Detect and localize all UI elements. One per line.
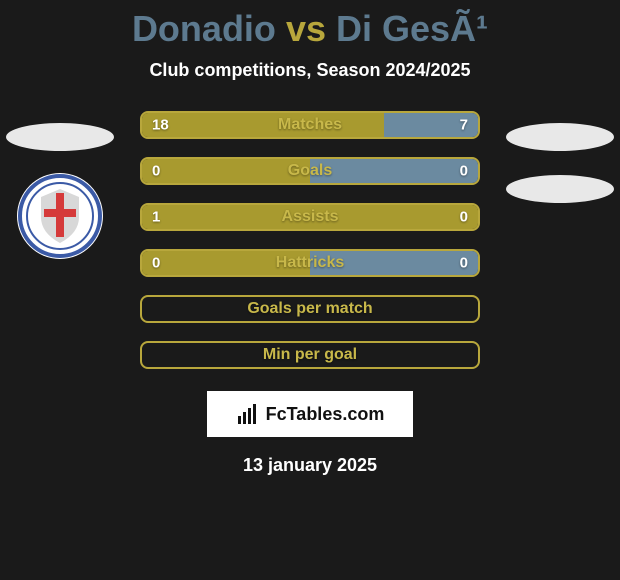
club-badge-left [17,173,103,259]
bar-label: Matches [278,116,342,134]
fctables-watermark: FcTables.com [207,391,413,437]
player-left-placeholder [6,123,114,151]
player-right-placeholder [506,123,614,151]
bar-label: Min per goal [263,346,357,364]
left-column [0,111,120,259]
snapshot-date: 13 january 2025 [0,455,620,476]
stat-bar: Min per goal [140,341,480,369]
bar-val-left: 0 [152,255,160,272]
fctables-icon [236,402,260,426]
stat-bar: Matches 18 7 [140,111,480,139]
novara-badge-icon [17,173,103,259]
fctables-text: FcTables.com [266,404,385,425]
bar-val-left: 0 [152,163,160,180]
comparison-subtitle: Club competitions, Season 2024/2025 [0,60,620,81]
bar-label: Hattricks [276,254,344,272]
bar-seg-right [310,159,478,183]
bar-seg-left [142,159,310,183]
stat-bar: Assists 1 0 [140,203,480,231]
bar-val-left: 18 [152,117,169,134]
bar-label: Goals per match [247,300,372,318]
comparison-content: Matches187Goals00Assists10Hattricks00Goa… [0,111,620,369]
title-vs: vs [286,8,326,49]
bar-val-right: 7 [460,117,468,134]
stat-bar: Goals 0 0 [140,157,480,185]
right-column [500,111,620,203]
club-right-placeholder [506,175,614,203]
stat-bar: Goals per match [140,295,480,323]
comparison-title: Donadio vs Di GesÃ¹ [0,0,620,50]
bar-label: Assists [282,208,339,226]
bar-val-left: 1 [152,209,160,226]
stat-bar: Hattricks 0 0 [140,249,480,277]
bar-val-right: 0 [460,163,468,180]
bar-label: Goals [288,162,332,180]
player-right-name: Di GesÃ¹ [336,8,488,49]
player-left-name: Donadio [132,8,276,49]
bar-val-right: 0 [460,255,468,272]
bar-val-right: 0 [460,209,468,226]
bar-seg-left [142,113,384,137]
stat-bars: Matches187Goals00Assists10Hattricks00Goa… [140,111,480,369]
